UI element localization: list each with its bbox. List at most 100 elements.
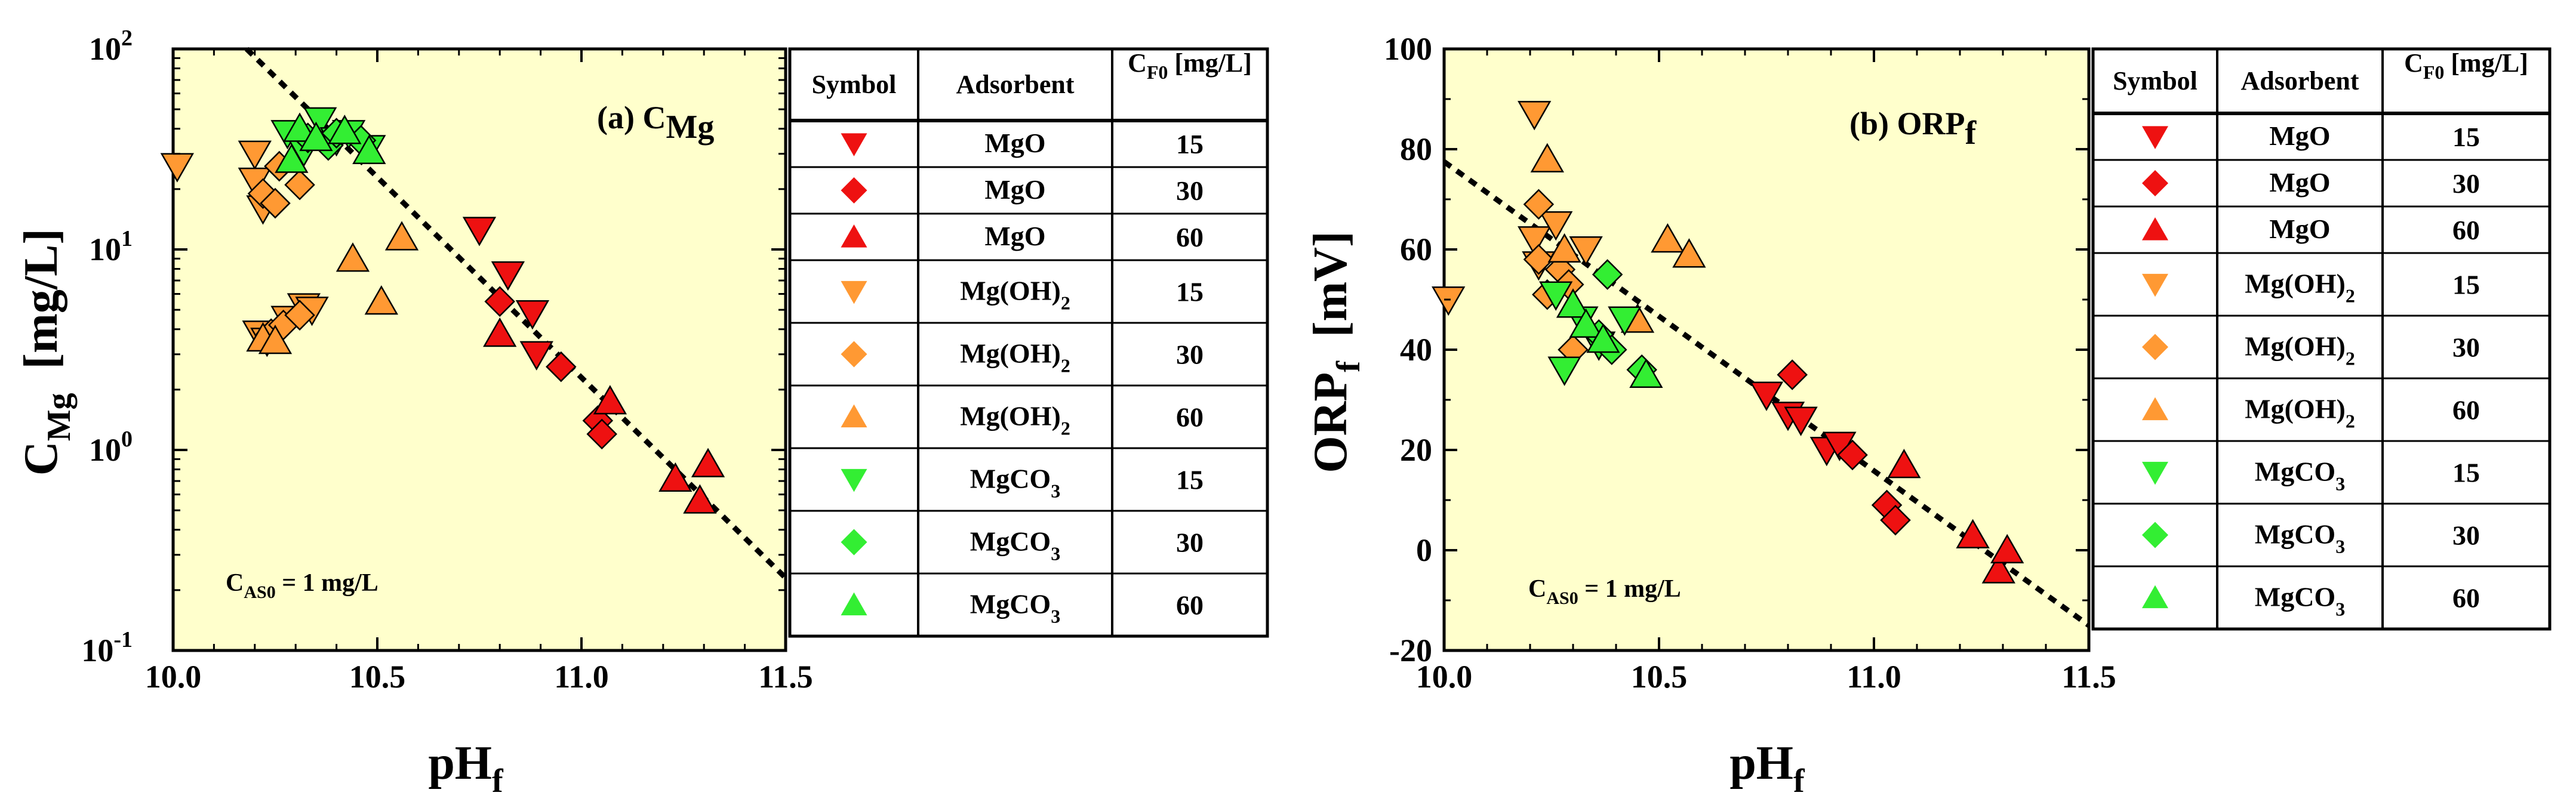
data-point xyxy=(238,140,272,170)
x-tick-label: 10.5 xyxy=(1631,659,1688,695)
legend-cf0: 15 xyxy=(1176,465,1204,495)
data-point xyxy=(364,285,398,315)
legend-header-adsorbent: Adsorbent xyxy=(2240,66,2359,95)
legend-symbol xyxy=(2142,126,2168,149)
legend-adsorbent: MgO xyxy=(984,128,1045,158)
legend-adsorbent: MgO xyxy=(984,174,1045,205)
legend-symbol xyxy=(841,280,867,304)
data-point xyxy=(1837,439,1868,471)
legend-cf0: 30 xyxy=(2452,520,2480,551)
legend-symbol xyxy=(2142,170,2168,196)
legend-adsorbent: Mg(OH)2 xyxy=(2245,269,2355,307)
data-point xyxy=(491,261,525,291)
x-axis-label-b: pHf xyxy=(1729,737,1805,800)
data-point xyxy=(1523,189,1555,220)
x-tick-label: 10.0 xyxy=(1416,659,1473,695)
data-point xyxy=(1608,306,1642,336)
legend-adsorbent: Mg(OH)2 xyxy=(960,401,1070,439)
data-point xyxy=(260,187,291,219)
data-point xyxy=(483,317,517,347)
legend-cf0: 30 xyxy=(2452,168,2480,199)
y-tick-label: 102 xyxy=(89,26,133,67)
data-point xyxy=(1651,223,1685,253)
data-point xyxy=(258,324,293,354)
data-point xyxy=(1672,238,1706,268)
legend-cf0: 60 xyxy=(2452,395,2480,425)
data-point xyxy=(1539,281,1573,311)
x-tick-label: 11.0 xyxy=(1846,659,1901,695)
legend-header-symbol: Symbol xyxy=(2113,66,2198,95)
data-point xyxy=(691,448,725,477)
legend-symbol xyxy=(2142,461,2168,485)
data-point xyxy=(586,418,617,450)
data-point xyxy=(1777,359,1808,390)
legend-table-frame xyxy=(788,47,1269,638)
legend-cf0: 60 xyxy=(1176,590,1204,621)
data-point xyxy=(546,351,577,383)
legend-cf0: 15 xyxy=(1176,129,1204,159)
panel-label-a: (a) CMg xyxy=(597,100,714,146)
legend-cf0: 15 xyxy=(1176,277,1204,307)
y-tick-label: 60 xyxy=(1400,232,1432,267)
legend-cf0: 60 xyxy=(1176,222,1204,252)
legend-symbol xyxy=(841,341,867,368)
data-point xyxy=(352,134,386,164)
data-point xyxy=(462,217,497,246)
data-point xyxy=(1956,519,1990,548)
y-tick-label: 100 xyxy=(89,427,133,468)
legend-cf0: 30 xyxy=(2452,332,2480,363)
x-tick-label: 10.0 xyxy=(145,659,202,695)
data-point xyxy=(299,121,333,152)
data-point xyxy=(282,112,317,142)
legend-adsorbent: Mg(OH)2 xyxy=(2245,331,2355,369)
data-point xyxy=(1749,381,1784,411)
legend-symbol xyxy=(2142,585,2168,609)
legend-symbol xyxy=(841,529,867,556)
legend-adsorbent: MgO xyxy=(984,221,1045,251)
legend-adsorbent: MgCO3 xyxy=(970,464,1060,502)
data-point xyxy=(1569,236,1603,266)
data-point xyxy=(247,178,279,209)
legend-adsorbent: MgO xyxy=(2269,167,2330,198)
legend-cf0: 30 xyxy=(1176,340,1204,370)
legend-symbol xyxy=(841,224,867,248)
y-axis-label-b: ORPf[mV] xyxy=(1304,231,1367,473)
legend-cf0: 15 xyxy=(2452,458,2480,488)
trend-line xyxy=(1442,159,2091,628)
data-point xyxy=(1547,356,1581,386)
legend-cf0: 60 xyxy=(2452,215,2480,245)
chart-panel-a: 10.0 10.5 11.0 11.5 10-1 100 101 102 (a) CMg C… xyxy=(15,26,813,800)
legend-cf0: 60 xyxy=(2452,583,2480,613)
data-point xyxy=(1556,288,1590,318)
data-point xyxy=(303,107,337,137)
legend-table-b: Symbol Adsorbent CF0 [mg/L] MgO 15 MgO 30 MgO 60… xyxy=(2091,47,2552,631)
data-point xyxy=(1523,244,1555,275)
data-point xyxy=(1530,143,1564,172)
legend-cf0: 15 xyxy=(2452,270,2480,300)
data-point xyxy=(328,115,362,144)
legend-table-frame xyxy=(2091,47,2552,631)
x-tick-label: 11.0 xyxy=(554,659,609,695)
legend-adsorbent: MgCO3 xyxy=(970,589,1060,627)
data-point xyxy=(1432,286,1466,316)
legend-symbol xyxy=(2142,334,2168,360)
cas0-note-b: CAS0 = 1 mg/L xyxy=(1528,575,1681,608)
data-point xyxy=(1592,259,1623,290)
legend-cf0: 30 xyxy=(1176,175,1204,206)
legend-header-cf0: CF0 [mg/L] xyxy=(2404,48,2528,83)
data-point xyxy=(593,385,627,415)
y-tick-label: 80 xyxy=(1400,131,1432,167)
data-point xyxy=(1518,101,1552,131)
legend-adsorbent: MgCO3 xyxy=(2255,582,2345,620)
data-point xyxy=(284,169,315,201)
legend-symbol xyxy=(2142,522,2168,548)
legend-symbol xyxy=(2142,217,2168,240)
data-point xyxy=(1784,406,1818,436)
y-tick-label: 20 xyxy=(1400,432,1432,468)
legend-symbol xyxy=(841,404,867,428)
x-tick-label: 11.5 xyxy=(2061,659,2116,695)
legend-adsorbent: MgCO3 xyxy=(970,526,1060,565)
y-tick-label: -20 xyxy=(1389,633,1432,668)
y-tick-label: 40 xyxy=(1400,332,1432,368)
data-point xyxy=(658,462,693,492)
